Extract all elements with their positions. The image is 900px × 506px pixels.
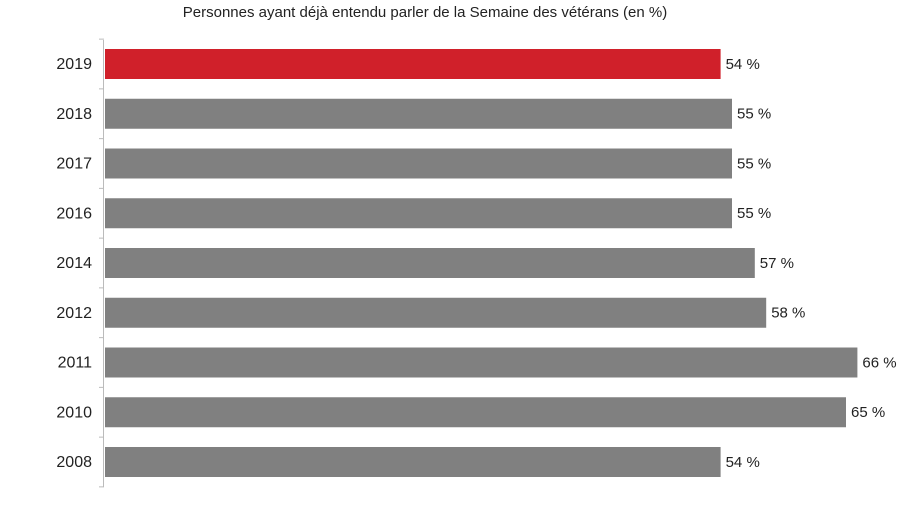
- y-tick-label: 2018: [56, 106, 92, 123]
- y-tick-label: 2008: [56, 454, 92, 471]
- value-label: 57 %: [760, 255, 794, 272]
- value-label: 58 %: [771, 305, 805, 322]
- y-tick-label: 2016: [56, 205, 92, 222]
- value-label: 55 %: [737, 205, 771, 222]
- bar: [105, 397, 846, 428]
- y-tick-label: 2014: [56, 255, 92, 272]
- bar: [105, 148, 732, 179]
- value-label: 55 %: [737, 106, 771, 123]
- value-label: 65 %: [851, 404, 885, 421]
- y-tick-label: 2017: [56, 156, 92, 173]
- y-tick-label: 2011: [58, 355, 93, 372]
- value-label: 54 %: [726, 56, 760, 73]
- y-tick-label: 2019: [56, 56, 92, 73]
- y-tick-label: 2012: [56, 305, 92, 322]
- bar: [105, 248, 755, 278]
- value-label: 55 %: [737, 155, 771, 172]
- bar: [105, 49, 721, 79]
- bar: [105, 297, 767, 328]
- chart-title: Personnes ayant déjà entendu parler de l…: [183, 4, 667, 21]
- bar: [105, 198, 732, 229]
- bar: [105, 447, 721, 477]
- value-label: 54 %: [726, 454, 760, 471]
- bar: [105, 98, 732, 129]
- value-label: 66 %: [862, 354, 896, 371]
- bar: [105, 347, 858, 378]
- y-tick-label: 2010: [56, 404, 92, 421]
